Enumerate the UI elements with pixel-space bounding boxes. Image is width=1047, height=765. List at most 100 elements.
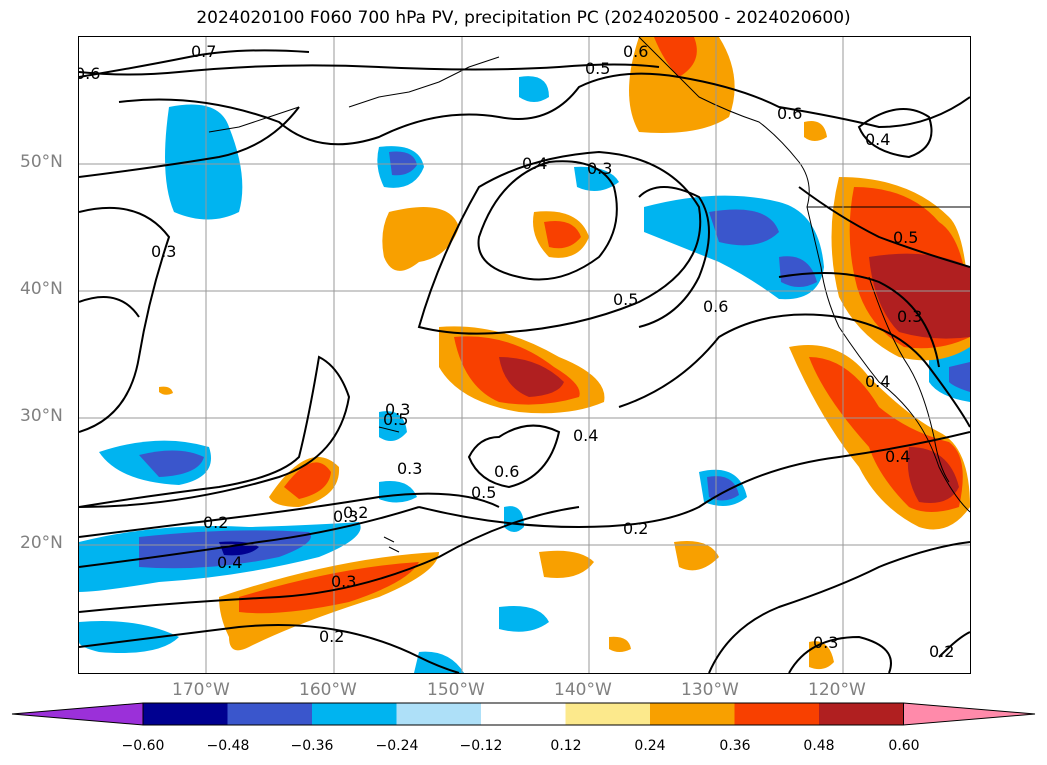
colorbar-segment	[143, 703, 228, 725]
map-title: 2024020100 F060 700 hPa PV, precipitatio…	[196, 8, 851, 28]
neg-anomaly-area	[519, 76, 549, 102]
pos-anomaly-area	[539, 550, 594, 578]
neg-anomaly-area	[79, 621, 179, 653]
pos-anomaly-area	[239, 562, 419, 614]
map-panel: 0.7 0.6 0.5 0.6 0.6 0.4 0.4 0.3 0.3 0.5 …	[78, 36, 971, 674]
contour-label: 0.6	[777, 104, 802, 123]
contour-label: 0.3	[587, 159, 612, 178]
contour-label: 0.5	[893, 228, 918, 247]
colorbar	[11, 702, 1036, 726]
colorbar-segment	[650, 703, 735, 725]
pos-anomaly-area	[907, 447, 959, 503]
colorbar-segment	[734, 703, 820, 725]
lat-label: 30°N	[20, 406, 63, 426]
colorbar-tick: 0.60	[888, 738, 920, 754]
contour-label: 0.4	[865, 130, 890, 149]
neg-anomaly-area	[949, 362, 970, 392]
contour-label: 0.2	[623, 519, 648, 538]
colorbar-segment	[819, 703, 904, 725]
neg-anomaly-area	[574, 166, 619, 191]
lat-label: 40°N	[20, 279, 63, 299]
neg-anomaly-area	[389, 151, 417, 176]
colorbar-segment	[227, 703, 313, 725]
pos-anomaly-area	[609, 636, 631, 652]
pos-anomaly-area	[629, 37, 735, 133]
lat-label: 50°N	[20, 152, 63, 172]
contour-label-layer: 0.7 0.6 0.5 0.6 0.6 0.4 0.4 0.3 0.3 0.5 …	[79, 42, 954, 661]
pos-anomaly-area	[382, 207, 459, 271]
colorbar-extend-high	[903, 702, 1036, 726]
colorbar-tick: −0.12	[459, 738, 503, 754]
contour-label: 0.3	[397, 459, 422, 478]
pos-anomaly-area	[654, 37, 697, 77]
contour-label: 0.2	[343, 503, 368, 522]
contour-label: 0.4	[885, 447, 910, 466]
neg-anomaly-area	[707, 476, 739, 501]
pos-anomaly-area	[544, 221, 581, 249]
contour-label: 0.6	[623, 42, 648, 61]
contour-label: 0.3	[897, 307, 922, 326]
contour-label: 0.3	[813, 633, 838, 652]
lon-label: 140°W	[554, 680, 612, 700]
contour-label: 0.7	[191, 42, 216, 61]
contour-label: 0.5	[471, 483, 496, 502]
colorbar-tick: −0.24	[375, 738, 419, 754]
contour-label: 0.4	[573, 426, 598, 445]
lon-label: 130°W	[681, 680, 739, 700]
neg-anomaly-area	[139, 450, 204, 477]
colorbar-segment	[312, 703, 397, 725]
colorbar-segment	[565, 703, 651, 725]
contour-label: 0.6	[494, 462, 519, 481]
neg-anomaly-area	[379, 411, 407, 441]
contour-label: 0.3	[331, 572, 356, 591]
precip-fill-layer	[79, 37, 970, 673]
contour-label: 0.5	[383, 410, 408, 429]
contour-label: 0.2	[203, 513, 228, 532]
contour-label: 0.3	[333, 507, 358, 526]
colorbar-segment	[396, 703, 482, 725]
pv-contours	[79, 49, 970, 673]
pos-anomaly-area	[809, 641, 834, 670]
neg-anomaly-area	[644, 195, 824, 300]
coastlines	[208, 37, 970, 553]
pos-anomaly-area	[804, 121, 827, 141]
contour-label: 0.6	[703, 297, 728, 316]
neg-anomaly-area	[499, 606, 549, 632]
contour-label: 0.6	[79, 64, 100, 83]
colorbar-tick: −0.36	[290, 738, 334, 754]
colorbar-extend-low	[11, 702, 144, 726]
colorbar-tick: −0.60	[121, 738, 165, 754]
lon-label: 160°W	[299, 680, 357, 700]
graticule	[79, 37, 970, 673]
contour-label: 0.4	[217, 553, 242, 572]
contour-label: 0.2	[319, 627, 344, 646]
colorbar-outline	[142, 702, 904, 726]
contour-label: 0.5	[585, 59, 610, 78]
contour-label: 0.5	[613, 290, 638, 309]
pos-anomaly-area	[159, 386, 173, 395]
neg-anomaly-area	[504, 506, 524, 532]
colorbar-segment	[481, 703, 566, 725]
colorbar-tick: 0.48	[803, 738, 835, 754]
contour-label: 0.2	[929, 642, 954, 661]
neg-anomaly-area	[165, 104, 243, 220]
contour-label: 0.4	[522, 154, 547, 173]
pos-anomaly-area	[284, 462, 331, 499]
contour-label: 0.3	[151, 242, 176, 261]
neg-anomaly-area	[709, 209, 779, 246]
pos-anomaly-area	[499, 357, 564, 397]
contour-label: 0.4	[865, 372, 890, 391]
lon-label: 120°W	[808, 680, 866, 700]
colorbar-tick: 0.36	[719, 738, 751, 754]
lon-label: 150°W	[427, 680, 485, 700]
lat-label: 20°N	[20, 533, 63, 553]
colorbar-tick: 0.12	[550, 738, 582, 754]
lon-label: 170°W	[172, 680, 230, 700]
colorbar-tick: 0.24	[634, 738, 666, 754]
contour-label: 0.3	[385, 400, 410, 419]
neg-anomaly-area	[379, 481, 417, 503]
map-canvas: 0.7 0.6 0.5 0.6 0.6 0.4 0.4 0.3 0.3 0.5 …	[79, 37, 970, 673]
pos-anomaly-area	[674, 541, 719, 571]
pos-anomaly-area	[869, 253, 970, 339]
neg-anomaly-area	[414, 651, 464, 673]
